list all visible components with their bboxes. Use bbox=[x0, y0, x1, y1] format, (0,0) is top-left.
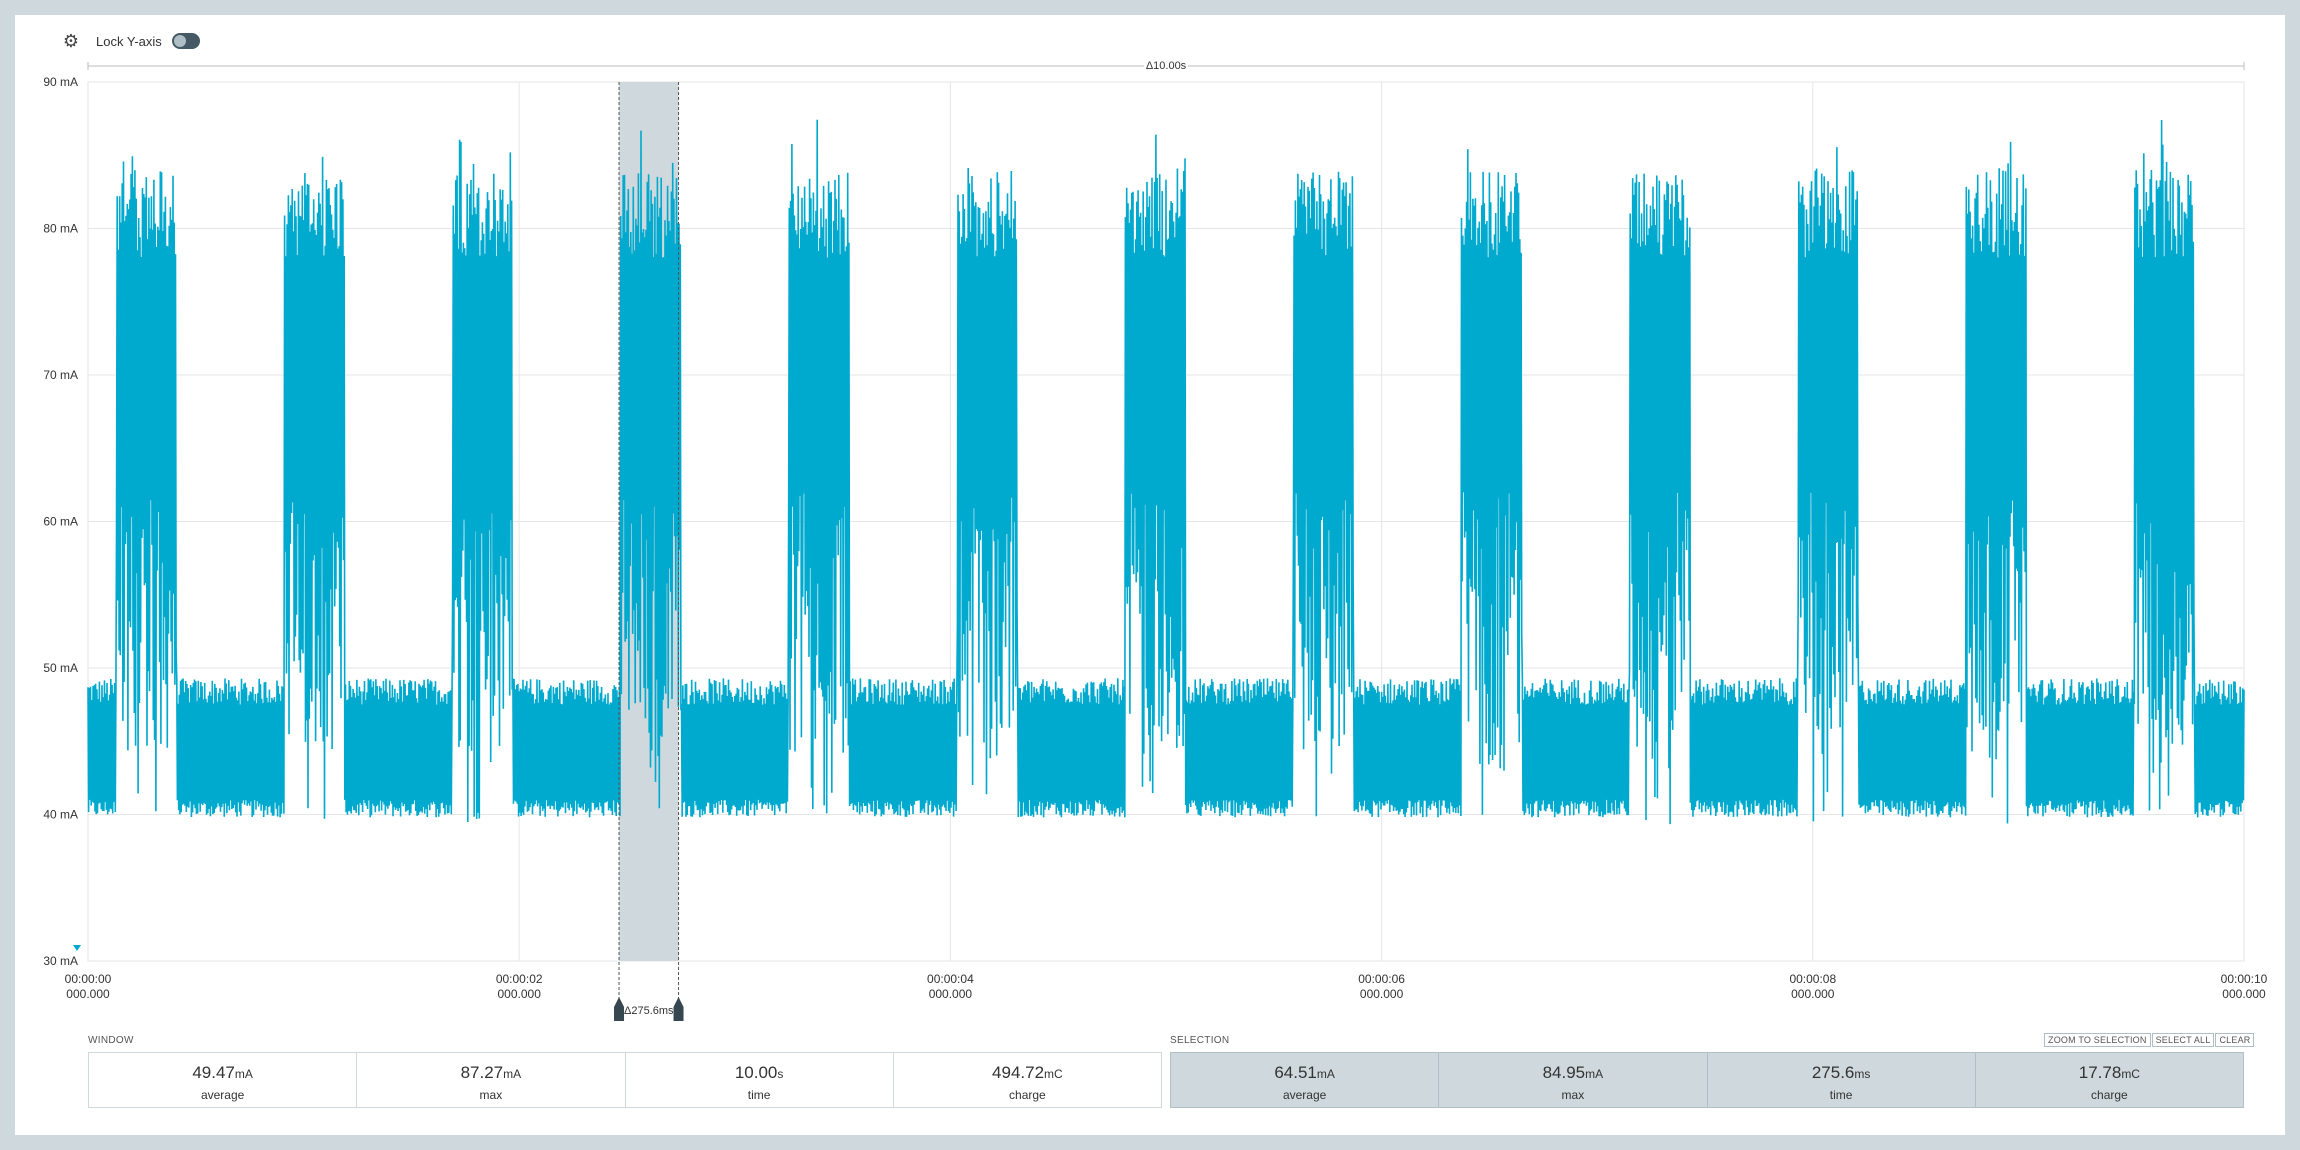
selection-time-cell: 275.6ms time bbox=[1708, 1053, 1976, 1107]
window-stats: 49.47mA average 87.27mA max 10.00s time … bbox=[88, 1052, 1162, 1108]
window-delta-bg bbox=[1144, 58, 1188, 72]
selection-buttons: ZOOM TO SELECTION SELECT ALL CLEAR bbox=[2043, 1033, 2255, 1047]
window-average-label: average bbox=[200, 1088, 245, 1102]
x-tick-sublabel: 000.000 bbox=[1360, 987, 1404, 1001]
window-charge-label: charge bbox=[1009, 1088, 1046, 1102]
window-max-label: max bbox=[479, 1088, 503, 1102]
selection-delta-label: Δ275.6ms bbox=[624, 1005, 674, 1017]
window-average-unit: mA bbox=[234, 1067, 253, 1081]
y-tick-label: 30 mA bbox=[43, 954, 78, 968]
selection-time-label: time bbox=[1829, 1088, 1853, 1102]
y-tick-label: 90 mA bbox=[43, 75, 78, 89]
current-chart[interactable]: 90 mA 80 mA 70 mA 60 mA 50 mA 40 mA 30 mA 00:00… bbox=[0, 0, 2300, 1030]
selection-time-value: 275.6 bbox=[1811, 1063, 1855, 1082]
window-average-value: 49.47 bbox=[192, 1063, 235, 1082]
x-tick-sublabel: 000.000 bbox=[66, 987, 110, 1001]
current-signal-line bbox=[87, 119, 2245, 825]
x-tick-label: 00:00:04 bbox=[927, 972, 974, 986]
selection-max-value: 84.95 bbox=[1542, 1063, 1586, 1082]
selection-right-handle[interactable] bbox=[673, 997, 684, 1021]
window-max-cell: 87.27mA max bbox=[357, 1053, 626, 1107]
gear-icon[interactable]: ⚙ bbox=[62, 31, 80, 51]
window-time-unit: s bbox=[777, 1067, 784, 1081]
selection-charge-cell: 17.78mC charge bbox=[1976, 1053, 2243, 1107]
selection-max-cell: 84.95mA max bbox=[1439, 1053, 1708, 1107]
selection-charge-label: charge bbox=[2091, 1088, 2128, 1102]
lock-y-axis-toggle[interactable] bbox=[171, 33, 200, 49]
select-all-button[interactable]: SELECT ALL bbox=[2151, 1033, 2215, 1047]
selection-max-unit: mA bbox=[1585, 1067, 1604, 1081]
trigger-marker-icon bbox=[73, 945, 81, 951]
selection-average-value: 64.51 bbox=[1274, 1063, 1317, 1082]
x-tick-label: 00:00:02 bbox=[496, 972, 543, 986]
selection-average-cell: 64.51mA average bbox=[1171, 1053, 1440, 1107]
y-tick-label: 80 mA bbox=[43, 222, 78, 236]
clear-button[interactable]: CLEAR bbox=[2215, 1033, 2255, 1047]
zoom-to-selection-button[interactable]: ZOOM TO SELECTION bbox=[2044, 1033, 2151, 1047]
window-charge-cell: 494.72mC charge bbox=[894, 1053, 1161, 1107]
y-tick-label: 40 mA bbox=[43, 808, 78, 822]
window-max-value: 87.27 bbox=[460, 1063, 504, 1082]
x-tick-sublabel: 000.000 bbox=[1791, 987, 1835, 1001]
y-tick-label: 60 mA bbox=[43, 515, 78, 529]
window-time-value: 10.00 bbox=[734, 1063, 778, 1082]
selection-max-label: max bbox=[1561, 1088, 1585, 1102]
selection-average-unit: mA bbox=[1316, 1067, 1335, 1081]
x-tick-sublabel: 000.000 bbox=[929, 987, 973, 1001]
selection-section-label: SELECTION bbox=[1170, 1035, 1230, 1046]
window-charge-value: 494.72 bbox=[992, 1063, 1045, 1082]
y-tick-label: 70 mA bbox=[43, 368, 78, 382]
selection-charge-unit: mC bbox=[2121, 1067, 2140, 1081]
selection-stats: 64.51mA average 84.95mA max 275.6ms time… bbox=[1170, 1052, 2244, 1108]
x-tick-sublabel: 000.000 bbox=[2222, 987, 2266, 1001]
x-tick-label: 00:00:08 bbox=[1789, 972, 1836, 986]
selection-left-handle[interactable] bbox=[614, 997, 625, 1021]
x-tick-label: 00:00:00 bbox=[65, 972, 112, 986]
y-tick-label: 50 mA bbox=[43, 661, 78, 675]
chart-toolbar: ⚙ Lock Y-axis bbox=[60, 30, 200, 52]
window-max-unit: mA bbox=[503, 1067, 522, 1081]
selection-average-label: average bbox=[1282, 1088, 1327, 1102]
selection-time-unit: ms bbox=[1854, 1067, 1871, 1081]
x-tick-label: 00:00:10 bbox=[2221, 972, 2268, 986]
x-tick-sublabel: 000.000 bbox=[498, 987, 542, 1001]
lock-y-axis-label: Lock Y-axis bbox=[96, 33, 162, 49]
window-charge-unit: mC bbox=[1044, 1067, 1063, 1081]
window-time-cell: 10.00s time bbox=[626, 1053, 894, 1107]
selection-charge-value: 17.78 bbox=[2078, 1063, 2122, 1082]
window-average-cell: 49.47mA average bbox=[89, 1053, 358, 1107]
window-section-label: WINDOW bbox=[88, 1035, 134, 1046]
window-time-label: time bbox=[747, 1088, 771, 1102]
toggle-knob bbox=[173, 35, 186, 47]
window-delta-label: Δ10.00s bbox=[1146, 60, 1187, 72]
x-tick-label: 00:00:06 bbox=[1358, 972, 1405, 986]
